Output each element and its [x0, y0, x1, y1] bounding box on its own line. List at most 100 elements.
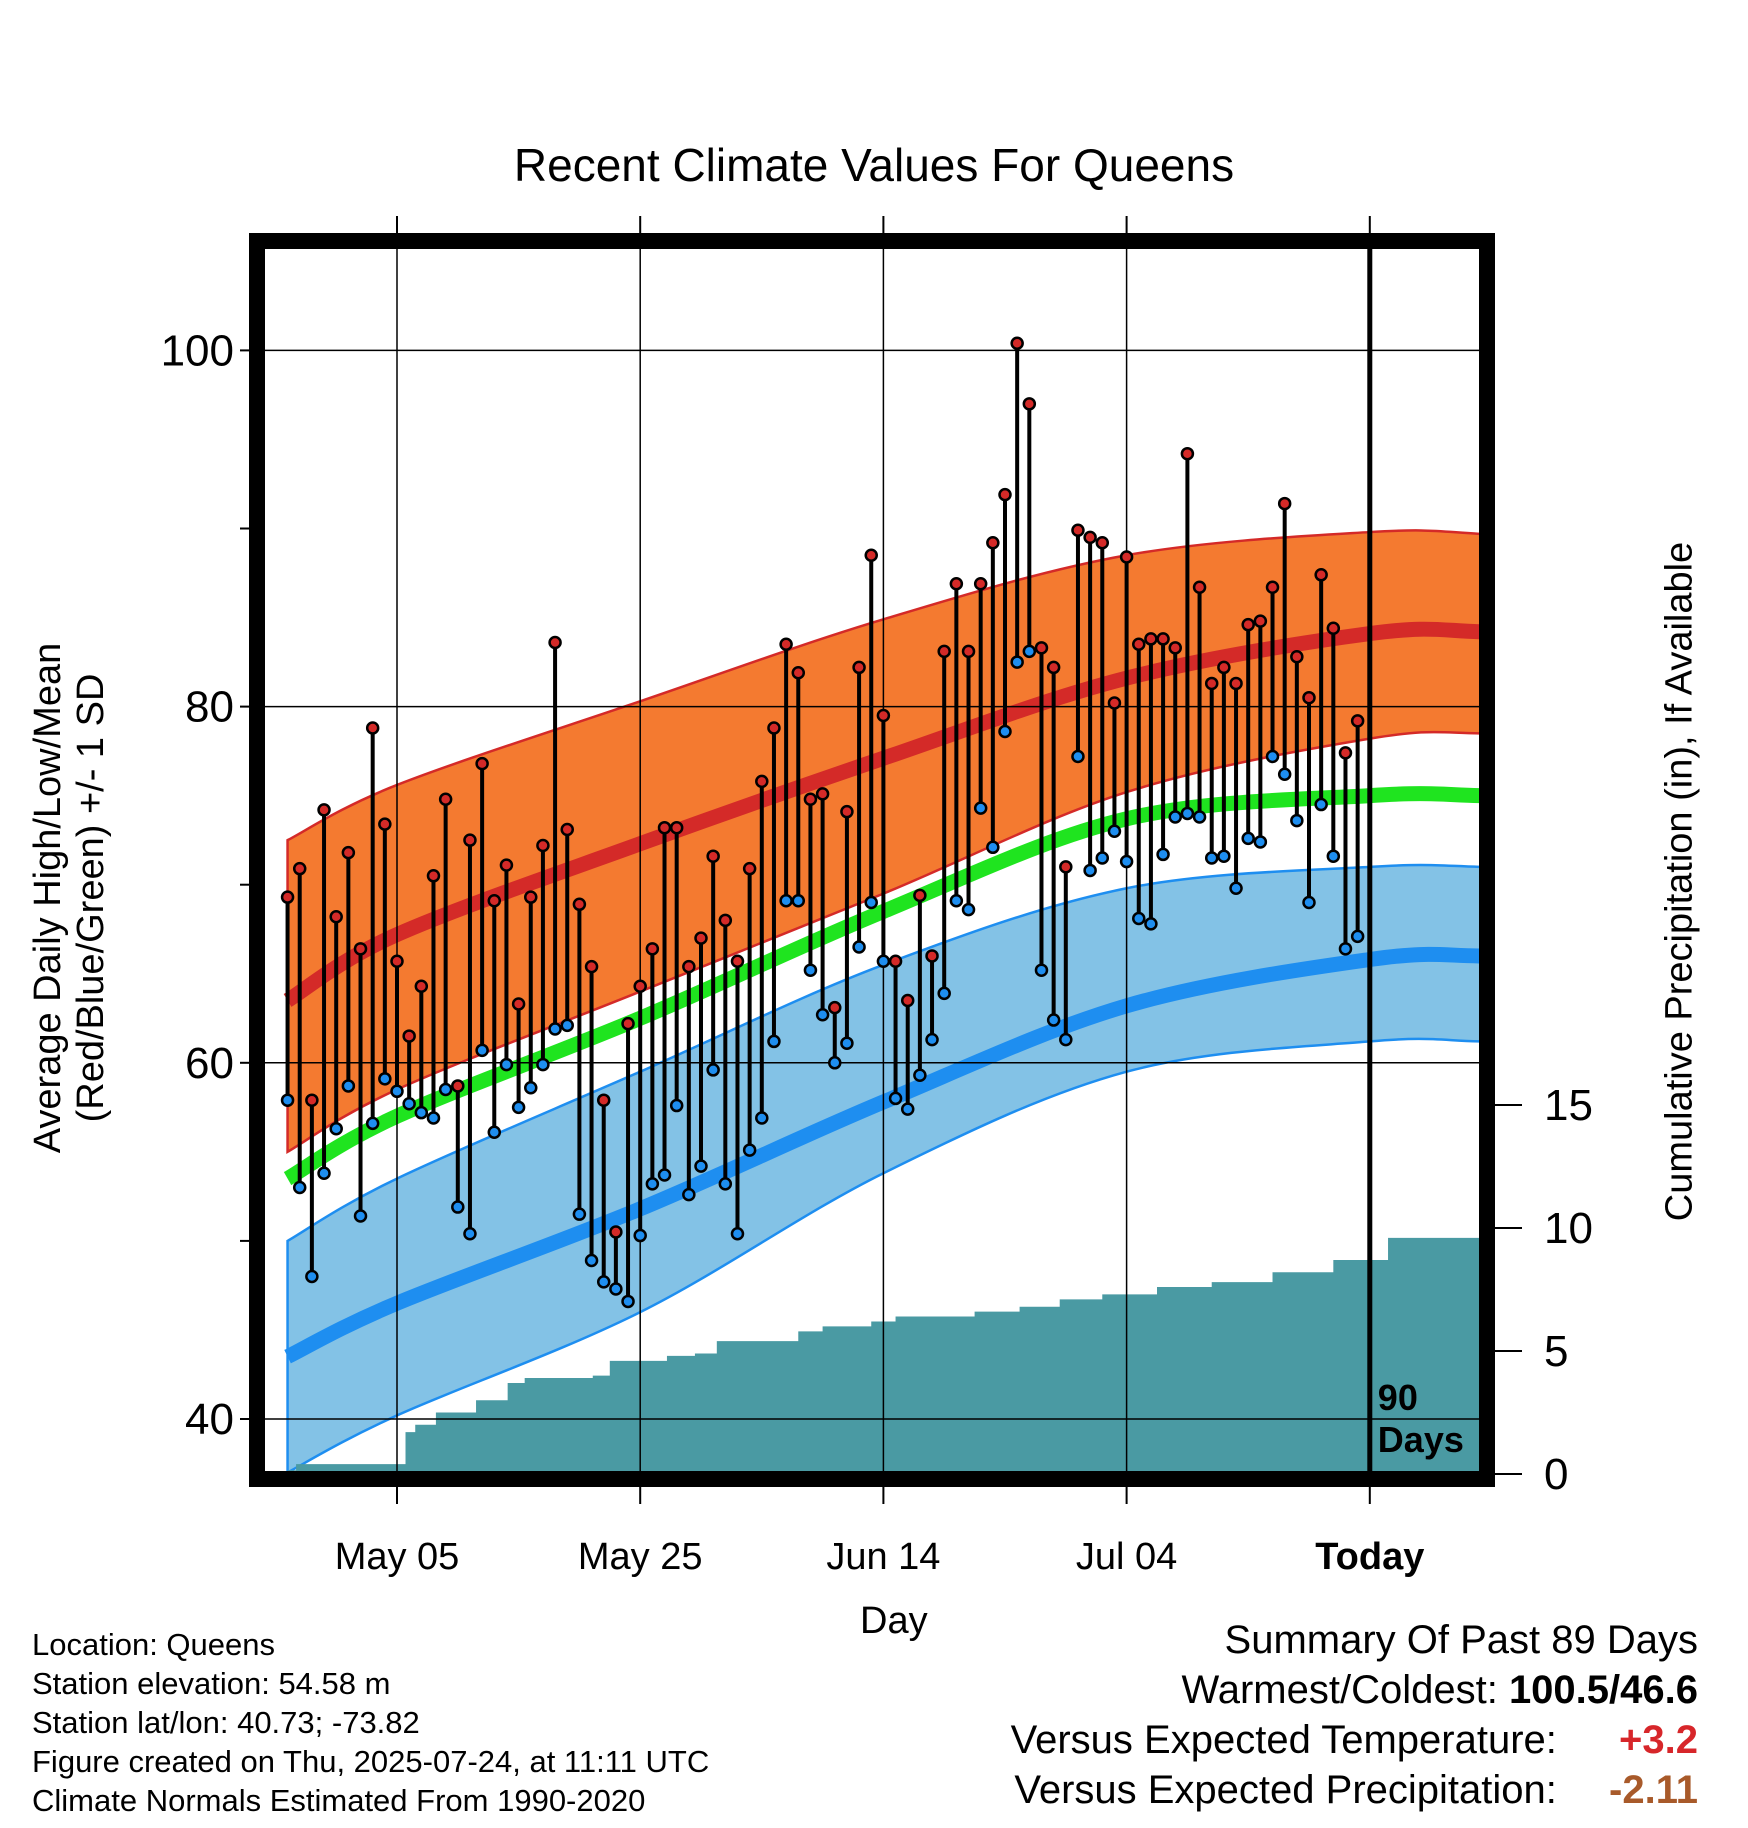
daily-high-point — [888, 954, 903, 969]
daily-low-point — [925, 1032, 939, 1047]
warmest-coldest-row: Warmest/Coldest: 100.5/46.6 — [1011, 1665, 1698, 1715]
daily-high-point — [560, 822, 574, 837]
daily-low-point — [961, 902, 976, 917]
daily-low-point — [815, 1007, 830, 1022]
warmest-coldest-value: 100.5/46.6 — [1508, 1668, 1698, 1712]
daily-high-point — [414, 979, 429, 993]
daily-high-point — [499, 858, 514, 872]
y-tick-label: 40 — [185, 1395, 234, 1444]
daily-low-point — [755, 1111, 769, 1125]
daily-low-point — [900, 1102, 915, 1116]
daily-high-point — [645, 942, 660, 956]
daily-high-point — [280, 890, 295, 904]
daily-high-point — [1229, 676, 1243, 691]
daily-high-point — [876, 708, 891, 723]
daily-low-point — [1338, 942, 1353, 956]
daily-low-point — [475, 1043, 489, 1058]
daily-low-point — [438, 1082, 453, 1097]
daily-high-point — [438, 792, 453, 806]
daily-low-point — [669, 1098, 684, 1113]
daily-low-point — [524, 1080, 538, 1095]
y2-tick-label: 5 — [1544, 1327, 1568, 1376]
daily-low-point — [487, 1125, 502, 1140]
daily-low-point — [548, 1022, 562, 1036]
daily-high-point — [852, 660, 866, 675]
daily-high-point — [864, 548, 878, 562]
daily-low-point — [1010, 655, 1024, 669]
daily-low-point — [1132, 911, 1146, 926]
daily-high-point — [1083, 530, 1097, 545]
y-tick-label: 60 — [185, 1039, 234, 1088]
daily-high-point — [317, 803, 331, 817]
daily-low-point — [694, 1159, 708, 1173]
daily-high-point — [937, 644, 951, 659]
daily-low-point — [998, 724, 1012, 739]
daily-high-point — [1010, 336, 1024, 351]
temp-departure-value: +3.2 — [1619, 1718, 1698, 1762]
daily-low-point — [682, 1187, 696, 1202]
daily-high-point — [669, 820, 684, 835]
daily-low-point — [1168, 810, 1182, 824]
summary-heading: Summary Of Past 89 Days — [1224, 1618, 1698, 1662]
y-tick-label: 100 — [161, 326, 234, 375]
daily-high-point — [487, 893, 502, 908]
x-tick-label: May 25 — [578, 1536, 703, 1578]
daily-low-point — [1302, 895, 1316, 910]
daily-high-point — [913, 888, 927, 903]
warmest-coldest-label: Warmest/Coldest: — [1181, 1668, 1498, 1712]
daily-low-point — [1119, 854, 1134, 869]
daily-low-point — [451, 1200, 465, 1214]
daily-high-point — [451, 1079, 465, 1093]
daily-high-point — [718, 913, 733, 928]
daily-low-point — [329, 1121, 343, 1136]
daily-low-point — [584, 1253, 599, 1268]
daily-low-point — [572, 1207, 587, 1221]
daily-low-point — [1277, 767, 1292, 782]
daily-high-point — [633, 979, 647, 993]
cumulative-precip-area — [287, 1237, 1482, 1474]
daily-high-point — [1302, 690, 1316, 705]
daily-high-point — [426, 869, 441, 883]
daily-low-point — [292, 1180, 307, 1195]
daily-high-point — [840, 804, 854, 819]
daily-high-point — [1071, 523, 1085, 538]
daily-high-point — [742, 861, 757, 876]
daily-high-point — [378, 817, 392, 831]
daily-high-point — [791, 666, 806, 680]
y2-tick-label: 15 — [1544, 1081, 1593, 1130]
temp-departure-row: Versus Expected Temperature: +3.2 — [1011, 1715, 1698, 1765]
elevation-line: Station elevation: 54.58 m — [32, 1666, 391, 1701]
summary-panel: Summary Of Past 89 Days Warmest/Coldest:… — [1011, 1615, 1698, 1815]
x-axis-label: Day — [860, 1600, 928, 1642]
daily-low-point — [876, 954, 891, 969]
daily-low-point — [621, 1294, 635, 1309]
daily-high-point — [803, 792, 818, 806]
daily-high-point — [657, 820, 672, 835]
daily-high-point — [815, 787, 830, 801]
daily-low-point — [1265, 749, 1280, 764]
plot-frame — [249, 233, 1495, 1487]
daily-low-point — [1241, 831, 1255, 846]
daily-low-point — [864, 895, 878, 910]
daily-low-point — [803, 963, 818, 977]
daily-high-point — [961, 644, 976, 659]
daily-high-point — [1204, 676, 1219, 691]
daily-low-point — [840, 1036, 854, 1050]
daily-high-point — [524, 890, 538, 904]
precip-departure-row: Versus Expected Precipitation: -2.11 — [1011, 1765, 1698, 1815]
daily-high-point — [1277, 496, 1292, 511]
y-axis-label: Average Daily High/Low/Mean (Red/Blue/Gr… — [27, 642, 112, 1154]
daily-low-point — [1034, 963, 1049, 977]
daily-high-point — [1265, 580, 1280, 595]
daily-high-point — [828, 1000, 842, 1015]
daily-high-point — [1107, 696, 1122, 710]
daily-low-point — [1083, 863, 1097, 878]
daily-low-point — [1192, 810, 1207, 824]
daily-low-point — [742, 1143, 757, 1157]
daily-high-point — [536, 838, 550, 853]
daily-low-point — [657, 1168, 672, 1182]
daily-high-point — [1059, 860, 1073, 874]
daily-high-point — [755, 774, 769, 789]
daily-high-point — [767, 721, 781, 735]
